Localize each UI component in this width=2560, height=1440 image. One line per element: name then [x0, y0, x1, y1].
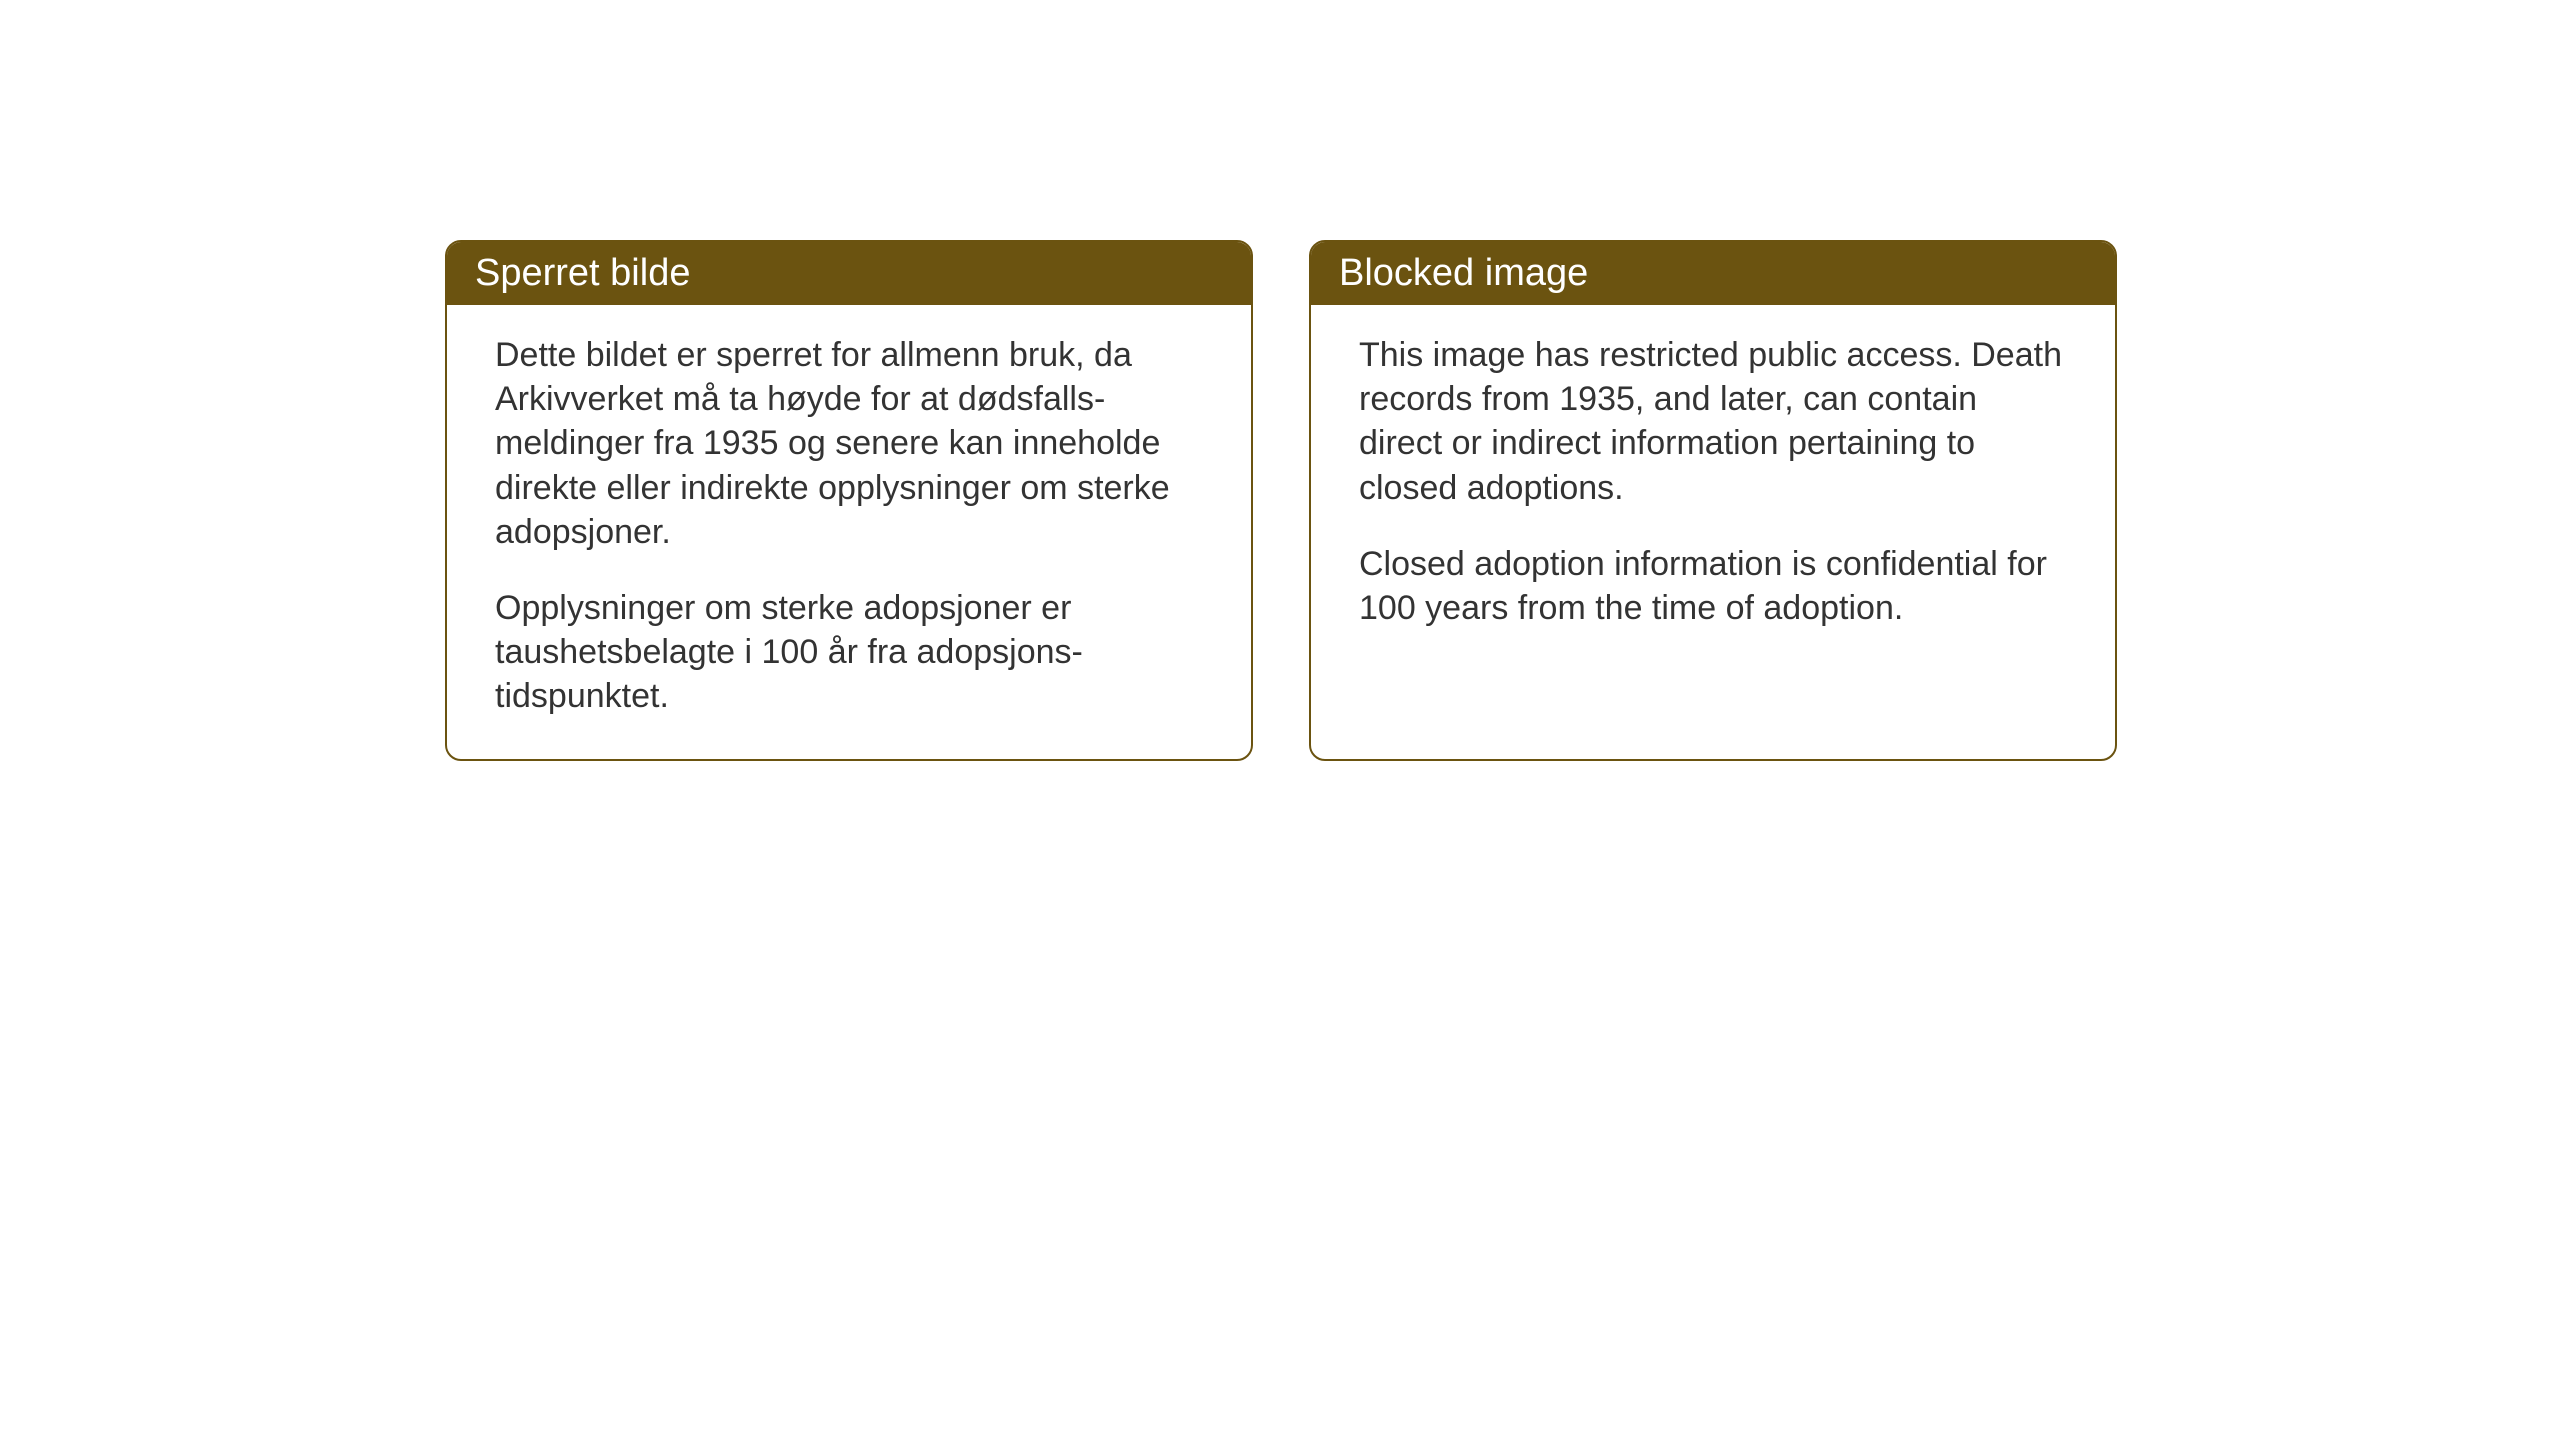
notice-paragraph-1-norwegian: Dette bildet er sperret for allmenn bruk…	[495, 333, 1203, 554]
notice-container: Sperret bilde Dette bildet er sperret fo…	[445, 240, 2117, 761]
notice-card-norwegian: Sperret bilde Dette bildet er sperret fo…	[445, 240, 1253, 761]
notice-body-english: This image has restricted public access.…	[1311, 305, 2115, 670]
notice-title-english: Blocked image	[1339, 252, 1588, 294]
notice-title-norwegian: Sperret bilde	[475, 252, 690, 294]
notice-header-english: Blocked image	[1311, 242, 2115, 305]
notice-paragraph-2-norwegian: Opplysninger om sterke adopsjoner er tau…	[495, 586, 1203, 719]
notice-header-norwegian: Sperret bilde	[447, 242, 1251, 305]
notice-body-norwegian: Dette bildet er sperret for allmenn bruk…	[447, 305, 1251, 759]
notice-paragraph-1-english: This image has restricted public access.…	[1359, 333, 2067, 510]
notice-card-english: Blocked image This image has restricted …	[1309, 240, 2117, 761]
notice-paragraph-2-english: Closed adoption information is confident…	[1359, 542, 2067, 630]
